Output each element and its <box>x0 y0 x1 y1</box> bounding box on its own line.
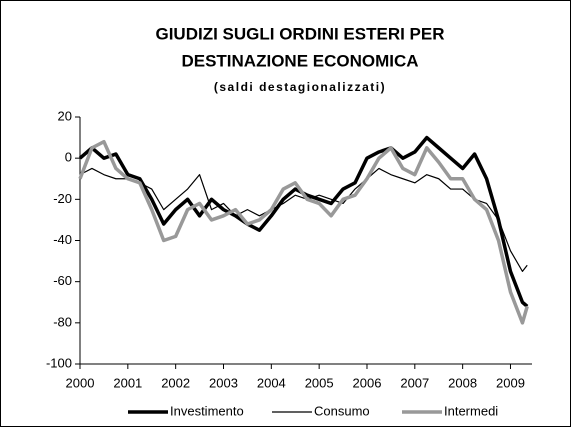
legend-label: Consumo <box>314 403 370 418</box>
series-line <box>78 139 529 325</box>
y-tick-label: 0 <box>65 150 72 165</box>
chart-title: GIUDIZI SUGLI ORDINI ESTERI PER <box>155 24 444 43</box>
y-tick-label: -60 <box>53 273 72 288</box>
legend-label: Investimento <box>170 403 244 418</box>
x-tick-label: 2008 <box>448 375 477 390</box>
y-tick-label: -100 <box>46 355 72 370</box>
x-tick-label: 2002 <box>161 375 190 390</box>
x-tick-label: 2006 <box>353 375 382 390</box>
series-line <box>78 135 529 308</box>
chart-subtitle: (saldi destagionalizzati) <box>214 80 386 94</box>
chart-title-line2: DESTINAZIONE ECONOMICA <box>181 51 418 70</box>
x-tick-label: 2001 <box>113 375 142 390</box>
y-tick-label: -20 <box>53 191 72 206</box>
legend-label: Intermedi <box>444 403 498 418</box>
x-tick-label: 2000 <box>66 375 95 390</box>
x-tick-label: 2007 <box>400 375 429 390</box>
y-tick-label: -80 <box>53 314 72 329</box>
x-tick-label: 2009 <box>496 375 525 390</box>
x-tick-label: 2004 <box>257 375 286 390</box>
y-tick-label: 20 <box>58 108 72 123</box>
y-tick-label: -40 <box>53 232 72 247</box>
x-tick-label: 2005 <box>305 375 334 390</box>
x-tick-label: 2003 <box>209 375 238 390</box>
